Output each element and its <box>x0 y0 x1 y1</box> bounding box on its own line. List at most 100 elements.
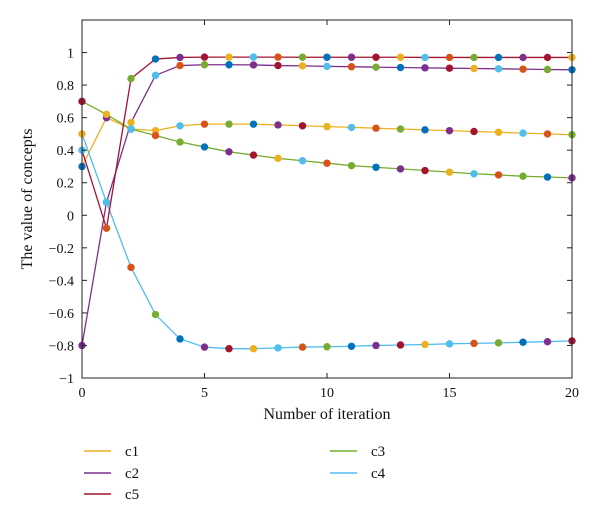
x-axis-title: Number of iteration <box>263 406 390 423</box>
data-point-c4 <box>102 198 111 206</box>
legend-label: c4 <box>371 466 386 482</box>
data-point-c1 <box>543 130 552 138</box>
data-point-c3 <box>249 151 258 159</box>
data-point-c5 <box>396 53 405 61</box>
legend-item-c3: c3 <box>330 444 385 460</box>
y-tick-label: 1 <box>67 47 74 62</box>
data-point-c3 <box>421 166 429 175</box>
data-point-c5 <box>274 53 282 61</box>
data-point-c4 <box>470 339 478 348</box>
data-point-c5 <box>225 53 233 61</box>
data-point-c5 <box>176 53 184 62</box>
data-point-c3 <box>176 138 184 146</box>
data-point-c1 <box>323 122 331 131</box>
legend-item-c4: c4 <box>330 466 386 482</box>
data-point-c5 <box>151 55 160 63</box>
data-point-c3 <box>470 170 478 178</box>
data-point-c2 <box>347 62 356 71</box>
data-point-c3 <box>102 110 111 119</box>
legend-item-c2: c2 <box>84 466 139 482</box>
data-point-c2 <box>151 71 160 80</box>
legend-label: c2 <box>125 466 139 482</box>
data-point-c4 <box>225 345 233 353</box>
data-point-c5 <box>298 53 307 61</box>
data-point-c5 <box>470 53 478 62</box>
data-point-c1 <box>225 120 233 128</box>
y-tick-label: 0.8 <box>57 79 75 94</box>
data-point-c4 <box>249 345 258 353</box>
legend-label: c3 <box>371 444 385 460</box>
data-point-c2 <box>176 61 184 70</box>
data-point-c4 <box>347 342 356 350</box>
data-point-c2 <box>127 118 135 127</box>
data-point-c5 <box>494 53 503 62</box>
series-line-c2 <box>81 64 573 346</box>
data-point-c5 <box>445 53 454 62</box>
data-point-c2 <box>249 61 258 69</box>
data-point-c5 <box>421 53 429 62</box>
y-tick-label: −0.4 <box>49 274 74 289</box>
data-point-c4 <box>372 341 380 350</box>
data-point-c3 <box>127 125 135 133</box>
data-point-c5 <box>519 53 527 62</box>
legend-label: c1 <box>125 444 139 460</box>
data-point-c5 <box>323 53 331 61</box>
y-tick-label: 0.2 <box>57 177 75 192</box>
data-point-c4 <box>323 343 331 351</box>
data-point-c3 <box>225 148 233 156</box>
data-point-c1 <box>445 126 454 135</box>
data-point-c1 <box>494 128 503 136</box>
data-point-c1 <box>176 122 184 130</box>
data-point-c4 <box>298 343 307 351</box>
data-point-c3 <box>445 168 454 176</box>
data-point-c2 <box>323 62 331 71</box>
data-point-c3 <box>323 159 331 167</box>
data-point-c5 <box>200 53 209 61</box>
data-point-c2 <box>494 65 503 73</box>
data-point-c5 <box>372 53 380 61</box>
data-point-c2 <box>421 64 429 72</box>
data-point-c2 <box>372 63 380 71</box>
data-point-c3 <box>519 172 527 180</box>
data-point-c3 <box>151 131 160 140</box>
data-point-c1 <box>372 124 380 132</box>
y-tick-label: 0.6 <box>57 112 75 127</box>
plot-area <box>78 53 576 353</box>
y-tick-label: −0.8 <box>49 339 74 354</box>
data-point-c2 <box>543 65 552 74</box>
data-point-c1 <box>519 129 527 137</box>
y-tick-label: 0.4 <box>57 144 75 159</box>
y-tick-label: −0.2 <box>49 242 74 257</box>
data-point-c4 <box>176 335 184 343</box>
legend-item-c5: c5 <box>84 487 139 503</box>
data-point-c1 <box>249 120 258 128</box>
legend-label: c5 <box>125 487 139 503</box>
data-point-c3 <box>200 143 209 151</box>
data-point-c4 <box>421 340 429 349</box>
data-point-c5 <box>102 224 111 232</box>
data-point-c1 <box>470 127 478 136</box>
data-point-c2 <box>200 61 209 69</box>
legend: c1 c2 c5 c3 c4 <box>84 444 386 503</box>
data-point-c2 <box>274 61 282 70</box>
data-point-c4 <box>151 310 160 319</box>
data-point-c1 <box>396 125 405 133</box>
data-point-c2 <box>519 65 527 73</box>
data-point-c2 <box>470 64 478 73</box>
data-point-c2 <box>298 62 307 70</box>
data-point-c4 <box>274 344 282 352</box>
data-point-c5 <box>543 53 552 62</box>
x-tick-label: 10 <box>320 386 334 401</box>
x-tick-label: 20 <box>565 386 579 401</box>
data-point-c3 <box>543 173 552 181</box>
y-tick-label: 0 <box>67 209 74 224</box>
x-tick-label: 5 <box>201 386 208 401</box>
axes: 0 5 10 15 20 −1 −0.8 −0.6 −0.4 −0.2 0 0.2 0.4 0.6 0.8 1 <box>49 19 579 401</box>
data-point-c5 <box>249 53 258 61</box>
data-point-c4 <box>543 338 552 346</box>
data-point-c4 <box>445 340 454 348</box>
data-point-c1 <box>298 122 307 130</box>
data-point-c1 <box>421 126 429 134</box>
